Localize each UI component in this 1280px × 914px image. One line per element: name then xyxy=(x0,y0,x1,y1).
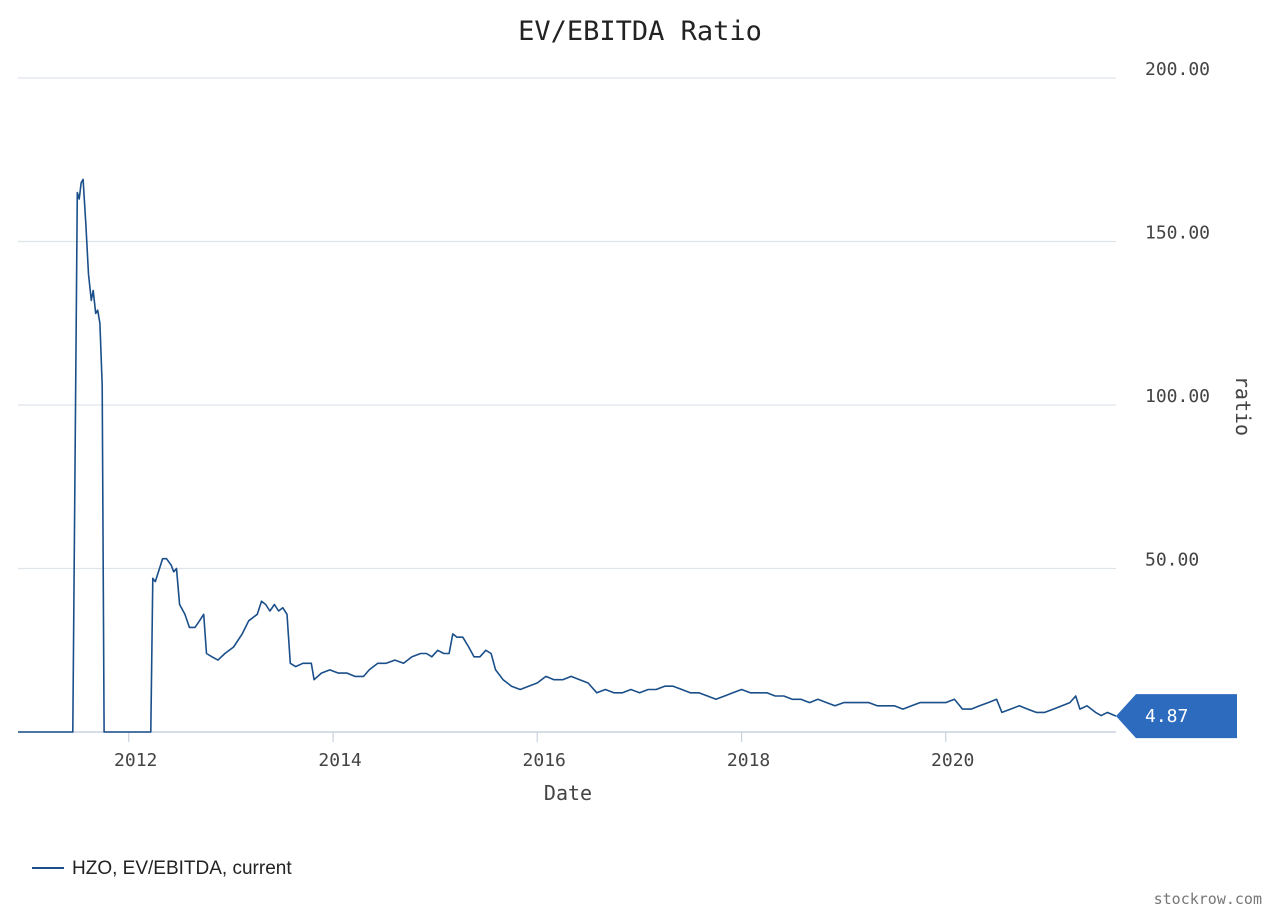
y-tick-label: 100.00 xyxy=(1145,386,1210,407)
last-value-label: 4.87 xyxy=(1145,706,1188,727)
legend-label: HZO, EV/EBITDA, current xyxy=(72,858,292,879)
x-tick-label: 2018 xyxy=(727,750,770,771)
last-value-flag xyxy=(1116,694,1237,739)
watermark: stockrow.com xyxy=(1154,890,1262,908)
series-line-hzo[interactable] xyxy=(18,178,1117,733)
x-tick-label: 2012 xyxy=(114,750,157,771)
y-axis-title: ratio xyxy=(1231,376,1255,436)
x-tick-label: 2014 xyxy=(318,750,361,771)
gridlines xyxy=(18,77,1116,570)
y-tick-label: 50.00 xyxy=(1145,550,1199,571)
x-tick-label: 2020 xyxy=(931,750,974,771)
y-tick-label: 200.00 xyxy=(1145,59,1210,80)
legend[interactable]: HZO, EV/EBITDA, current xyxy=(32,858,292,879)
chart-title: EV/EBITDA Ratio xyxy=(518,16,762,47)
x-axis: 2012 2014 2016 2018 2020 xyxy=(18,731,1116,771)
x-tick-label: 2016 xyxy=(523,750,566,771)
x-axis-title: Date xyxy=(544,781,592,805)
y-tick-label: 150.00 xyxy=(1145,223,1210,244)
y-tick-labels: 50.00 100.00 150.00 200.00 xyxy=(1145,59,1210,571)
last-value-marker: 4.87 xyxy=(1116,694,1237,739)
